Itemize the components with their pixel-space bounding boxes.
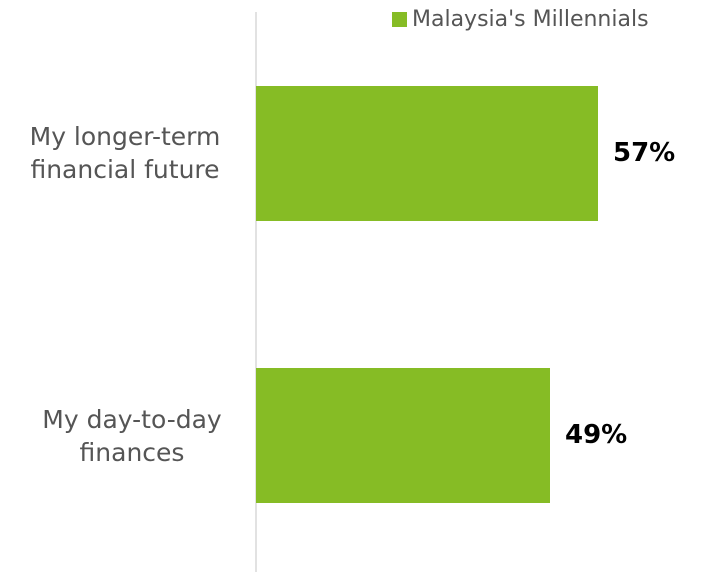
value-label: 57% <box>613 138 675 168</box>
bar <box>256 86 598 221</box>
bar <box>256 368 550 503</box>
legend-swatch <box>392 12 407 27</box>
legend-label: Malaysia's Millennials <box>412 7 649 32</box>
category-label: My longer-term financial future <box>29 122 221 184</box>
category-label: My day-to-day finances <box>42 405 222 467</box>
value-label: 49% <box>565 420 627 450</box>
